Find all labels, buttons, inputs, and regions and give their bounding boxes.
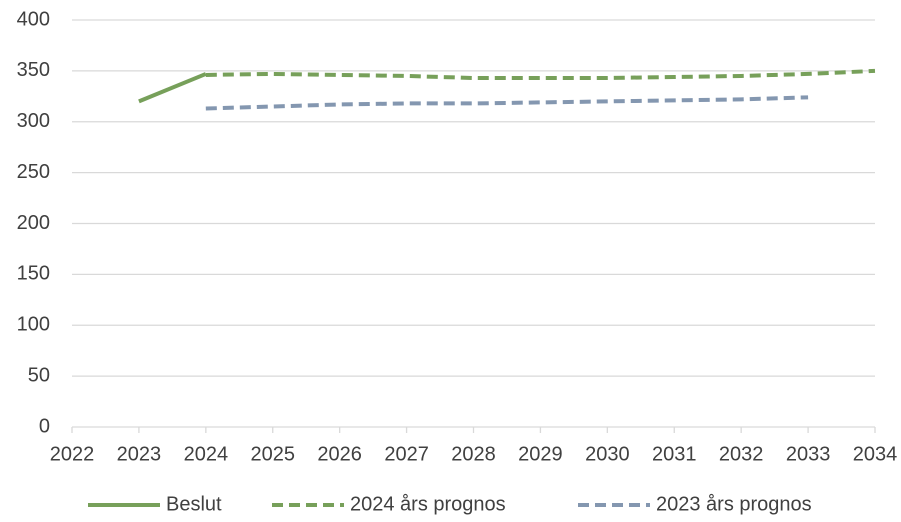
- y-tick-label: 100: [17, 314, 50, 336]
- y-tick-label: 300: [17, 110, 50, 132]
- series-line: [205, 95, 809, 111]
- series-line: [138, 72, 207, 104]
- x-tick-label: 2032: [719, 443, 764, 465]
- x-tick-label: 2030: [585, 443, 630, 465]
- y-tick-label: 400: [17, 8, 50, 30]
- series-line: [205, 68, 876, 80]
- legend-label: 2024 års prognos: [350, 493, 506, 515]
- x-tick-label: 2026: [317, 443, 362, 465]
- x-tick-label: 2024: [184, 443, 229, 465]
- x-tick-label: 2033: [786, 443, 831, 465]
- x-tick-label: 2029: [518, 443, 563, 465]
- legend-label: Beslut: [166, 493, 222, 515]
- x-tick-label: 2031: [652, 443, 697, 465]
- y-tick-label: 250: [17, 161, 50, 183]
- x-tick-label: 2028: [451, 443, 496, 465]
- y-tick-label: 200: [17, 212, 50, 234]
- y-tick-label: 350: [17, 59, 50, 81]
- x-tick-label: 2034: [853, 443, 898, 465]
- y-tick-label: 50: [28, 364, 50, 386]
- y-tick-label: 0: [39, 415, 50, 437]
- x-tick-label: 2022: [50, 443, 95, 465]
- legend-label: 2023 års prognos: [656, 493, 812, 515]
- x-tick-label: 2025: [251, 443, 296, 465]
- y-tick-label: 150: [17, 263, 50, 285]
- x-tick-label: 2023: [117, 443, 162, 465]
- x-tick-label: 2027: [384, 443, 429, 465]
